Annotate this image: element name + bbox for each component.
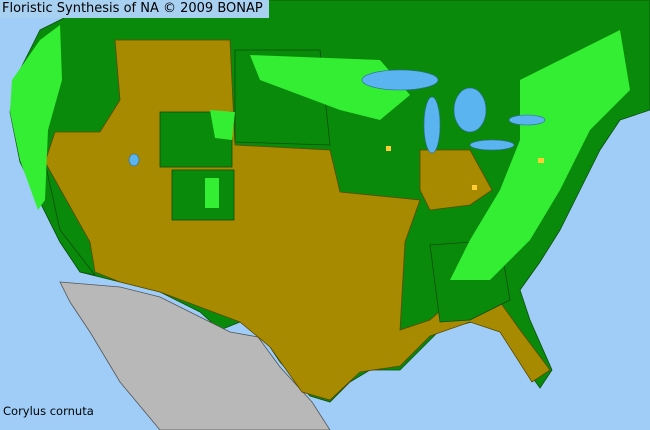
lake-superior (361, 69, 439, 91)
rockies-county-records (210, 110, 235, 140)
lake-huron (453, 87, 487, 133)
great-lakes (128, 69, 546, 167)
species-label: Corylus cornuta (3, 404, 94, 418)
great-salt-lake (128, 153, 140, 167)
lake-michigan (423, 96, 441, 154)
rare-county (538, 158, 544, 163)
lake-ontario (508, 114, 546, 126)
lake-erie (469, 139, 515, 151)
west-coast-county-records (10, 25, 62, 210)
appalachian-county-records (450, 30, 630, 280)
north-america-land (9, 0, 650, 430)
colorado-county-records (205, 178, 219, 208)
rare-records (386, 146, 544, 190)
colorado-native-patch (171, 169, 235, 221)
map-title: Floristic Synthesis of NA © 2009 BONAP (0, 0, 269, 18)
rare-county (386, 146, 391, 151)
great-lakes-county-records (250, 55, 410, 120)
absent-midwest-patch (419, 149, 493, 211)
mexico-region (59, 281, 331, 430)
rare-county (472, 185, 477, 190)
